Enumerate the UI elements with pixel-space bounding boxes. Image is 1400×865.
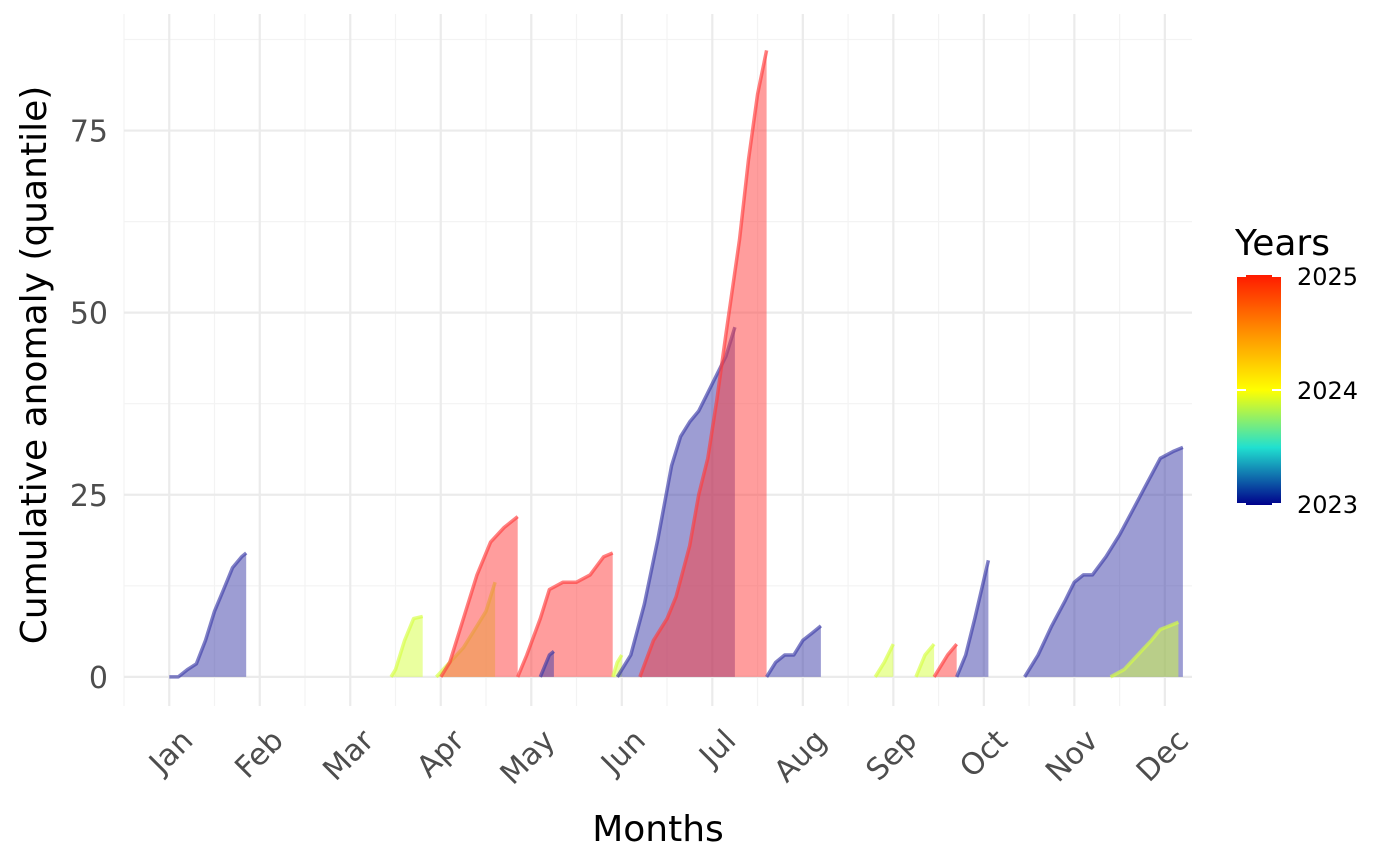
x-tick-label-feb: Feb (228, 723, 290, 785)
legend-label-2024: 2024 (1297, 377, 1358, 405)
line-2025-3 (439, 515, 519, 678)
area-2023-13 (956, 560, 989, 677)
legend: Years 2025 2024 2023 (1234, 223, 1358, 519)
line-2025-12 (932, 642, 959, 678)
x-tick-label-sep: Sep (860, 723, 925, 788)
x-tick-label-jun: Jun (593, 723, 652, 782)
line-2024-10 (873, 643, 895, 678)
line-2024-15 (1109, 620, 1180, 679)
area-2025-3 (440, 516, 518, 677)
line-2023-7 (615, 326, 737, 678)
legend-title: Years (1234, 223, 1330, 264)
line-2024-6 (611, 654, 624, 678)
line-2024-1 (389, 614, 424, 678)
legend-ticks (1237, 275, 1281, 505)
legend-label-2023: 2023 (1297, 491, 1358, 519)
y-tick-label: 25 (70, 479, 108, 514)
line-2025-4 (516, 551, 614, 678)
x-tick-label-jul: Jul (691, 723, 743, 775)
y-tick-label: 50 (70, 297, 108, 332)
line-2023-5 (538, 650, 555, 678)
x-tick-label-aug: Aug (768, 723, 834, 789)
x-tick-label-nov: Nov (1039, 723, 1105, 789)
x-tick-label-jan: Jan (141, 723, 200, 782)
y-tick-label: 0 (89, 661, 108, 696)
line-2024-11 (914, 642, 936, 678)
line-2023-14 (1023, 445, 1184, 678)
line-2025-8 (638, 50, 769, 678)
area-2025-8 (639, 50, 767, 677)
tick-labels: 0 25 50 75 Jan Feb Mar Apr May Jun Jul Aug Sep Oct Nov… (70, 115, 1196, 792)
x-tick-label-may: May (494, 723, 563, 792)
line-2023-0 (169, 551, 248, 679)
y-axis-title: Cumulative anomaly (quantile) (14, 86, 55, 645)
x-axis-title: Months (592, 809, 724, 850)
data-series (169, 50, 1184, 679)
x-tick-label-mar: Mar (316, 723, 381, 788)
x-tick-label-apr: Apr (410, 723, 472, 785)
legend-label-2025: 2025 (1297, 263, 1358, 291)
line-2023-13 (955, 559, 991, 678)
x-tick-label-dec: Dec (1130, 723, 1196, 789)
area-2024-10 (875, 644, 894, 677)
y-tick-label: 75 (70, 115, 108, 150)
grid (123, 14, 1192, 706)
line-2023-9 (765, 624, 823, 678)
x-tick-label-oct: Oct (953, 723, 1015, 785)
area-2025-4 (517, 553, 613, 677)
area-2023-0 (169, 553, 247, 677)
